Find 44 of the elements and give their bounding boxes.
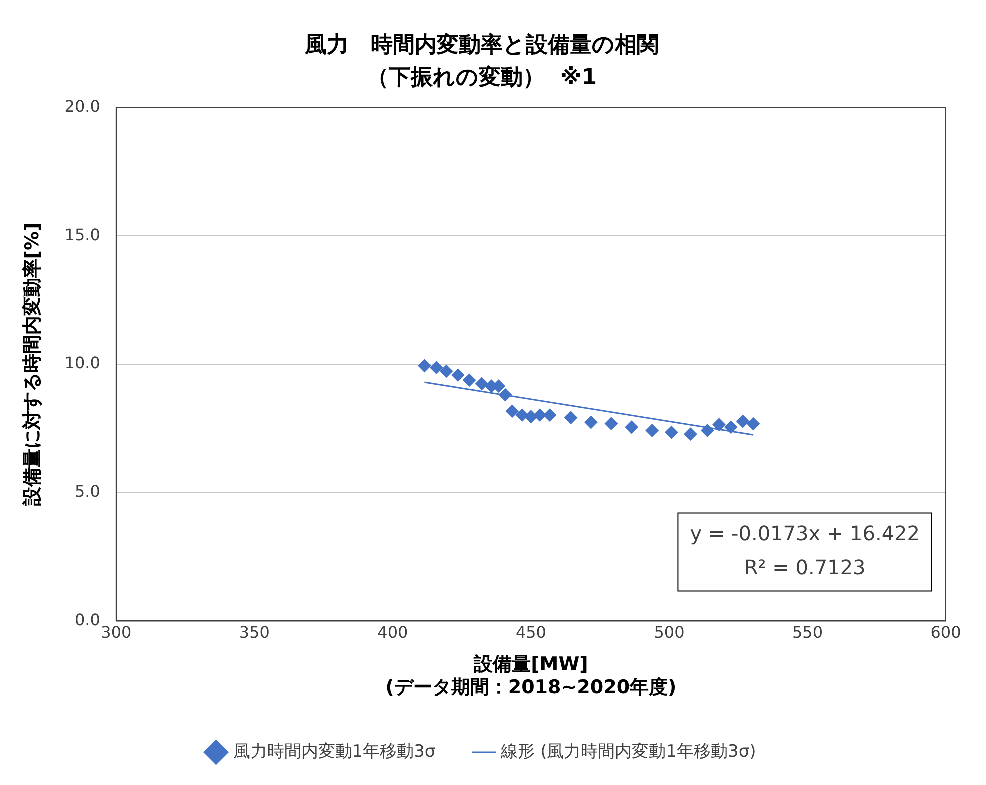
y-tick-label: 5.0 [74, 482, 100, 502]
point [506, 404, 519, 418]
point [534, 408, 547, 422]
legend-label: 風力時間内変動1年移動3σ [233, 742, 436, 762]
x-tick-label: 350 [239, 622, 270, 642]
point [430, 361, 444, 374]
x-tick-label: 400 [378, 622, 408, 642]
y-tick-label: 10.0 [64, 354, 100, 373]
point [564, 411, 578, 424]
x-tick-label: 550 [792, 622, 824, 642]
point [524, 410, 538, 424]
point [736, 414, 750, 428]
point [701, 424, 714, 438]
point [544, 408, 557, 422]
point [665, 426, 678, 440]
point [747, 418, 760, 431]
chart-title: 風力 時間内変動率と設備量の相関 [304, 32, 659, 58]
legend-label: 線形 (風力時間内変動1年移動3σ) [500, 742, 756, 762]
point [463, 374, 476, 387]
point [516, 408, 529, 422]
y-tick-label: 20.0 [64, 96, 100, 116]
point [452, 368, 465, 382]
point [418, 360, 432, 373]
point [475, 378, 488, 391]
point [724, 420, 738, 434]
point [584, 416, 598, 430]
point [646, 424, 659, 438]
y-tick-label: 0.0 [74, 610, 100, 630]
point [712, 418, 726, 432]
x-tick-label: 450 [516, 622, 546, 642]
chart-subtitle: （下振れの変動） ※1 [366, 64, 598, 90]
annotation: y = -0.0173x + 16.422 [690, 521, 920, 546]
x-tick-label: 500 [654, 622, 685, 642]
y-tick-label: 15.0 [64, 225, 100, 244]
y-axis-title: 設備量に対する時間内変動率[%] [21, 222, 44, 508]
x-tick-label: 300 [101, 622, 132, 642]
annotation: R² = 0.7123 [744, 555, 866, 580]
point [604, 417, 618, 430]
point [440, 364, 454, 378]
x-tick-label: 600 [930, 622, 962, 642]
point [625, 420, 638, 434]
point [498, 388, 512, 402]
x-axis-title: 設備量[MW] (データ期間：2018~2020年度) [386, 654, 677, 699]
point [684, 428, 698, 441]
